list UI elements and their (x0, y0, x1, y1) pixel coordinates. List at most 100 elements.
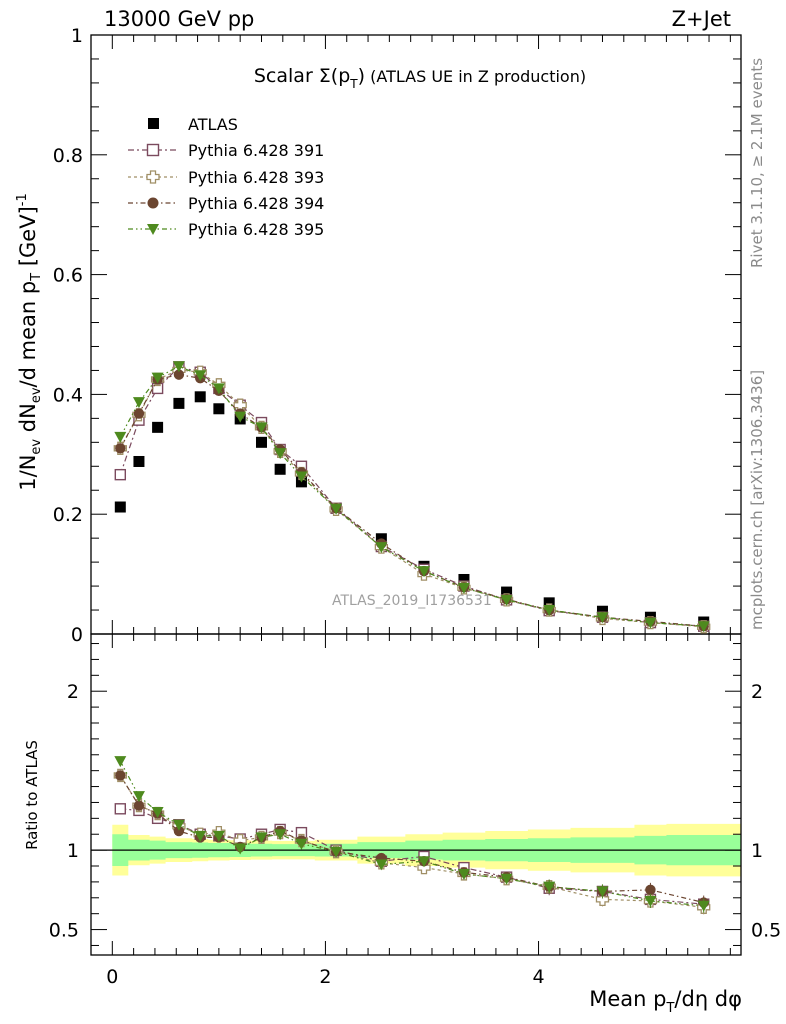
y-tick-label-right: 0.5 (751, 920, 781, 942)
analysis-watermark: ATLAS_2019_I1736531 (332, 593, 492, 609)
main-point (194, 370, 207, 382)
ratio-point (194, 830, 207, 842)
y-tick-label: 1 (71, 25, 83, 47)
y-tick-label: 2 (67, 681, 79, 703)
main-point (330, 503, 343, 515)
main-point (114, 501, 126, 513)
main-point (173, 369, 185, 380)
ratio-point (457, 868, 470, 880)
main-point (115, 443, 126, 454)
ratio-point (330, 846, 343, 858)
legend-entry-394: Pythia 6.428 394 (128, 194, 324, 213)
main-point (173, 397, 185, 409)
main-series-line (119, 365, 704, 627)
main-point (194, 391, 206, 403)
ratio-point (644, 895, 657, 907)
ratio-point (417, 856, 430, 868)
y-tick-label: 0.8 (53, 145, 83, 167)
legend-label-394: Pythia 6.428 394 (188, 194, 324, 213)
main-point (543, 597, 555, 609)
main-point (458, 573, 470, 585)
main-series-line (119, 374, 704, 627)
ratio-point (697, 900, 710, 912)
main-point (133, 455, 145, 467)
main-point (234, 411, 247, 423)
main-point (375, 542, 388, 554)
legend-label-atlas: ATLAS (188, 115, 238, 134)
main-point (274, 463, 286, 475)
main-point (114, 468, 127, 481)
main-point (596, 605, 608, 617)
y-tick-label: 0.6 (53, 265, 83, 287)
legend-marker-394 (147, 197, 159, 209)
legend-entry-atlas: ATLAS (148, 115, 238, 134)
legend-entry-393: Pythia 6.428 393 (128, 168, 324, 187)
main-point (457, 582, 470, 594)
ratio-point (375, 859, 388, 871)
main-point (132, 397, 145, 409)
main-point (501, 586, 513, 598)
x-tick-label: 0 (106, 966, 118, 988)
y-tick-label: 0.4 (53, 384, 83, 406)
header-right: Z+Jet (672, 7, 731, 31)
main-point (213, 403, 225, 415)
rivet-label: Rivet 3.1.10, ≥ 2.1M events (748, 58, 766, 268)
ratio-point (255, 832, 268, 844)
ratio-point (274, 829, 287, 841)
ratio-series-3 (114, 756, 710, 913)
main-point (596, 612, 609, 624)
main-point (644, 617, 657, 629)
ratio-point (132, 791, 145, 803)
data-series (113, 361, 711, 915)
main-point (114, 431, 127, 443)
ratio-point (295, 838, 308, 850)
ratio-point (645, 884, 656, 896)
legend-marker-395 (147, 224, 159, 235)
y-tick-label: 1 (67, 840, 79, 862)
y-tick-label: 0 (71, 624, 83, 646)
main-point (152, 421, 164, 433)
ratio-point (596, 886, 609, 898)
main-point (500, 594, 513, 606)
legend-marker-atlas (148, 118, 159, 129)
y-tick-label-right: 2 (751, 681, 763, 703)
main-point (133, 408, 145, 419)
main-point (255, 436, 267, 448)
main-series-line (119, 369, 704, 628)
ratio-point (543, 881, 556, 893)
main-point (255, 422, 268, 434)
legend-marker-391 (146, 143, 160, 157)
ratio-point (595, 892, 610, 907)
main-point (543, 605, 556, 617)
ratio-point (172, 819, 185, 831)
ratio-point (234, 843, 247, 855)
axes: 0 2 4 0 0.2 0.4 0.6 0.8 1 0.5 0.5 1 1 2 2 (49, 25, 781, 988)
ratio-point (212, 830, 225, 842)
ratio-point (173, 825, 185, 837)
main-point (295, 471, 308, 483)
legend-entry-391: Pythia 6.428 391 (128, 141, 324, 160)
main-series-line (119, 366, 704, 627)
legend-label-393: Pythia 6.428 393 (188, 168, 324, 187)
main-y-axis-label: 1/Nev dNev/d mean pT [GeV]-1 (15, 193, 44, 490)
main-point (151, 372, 164, 384)
legend-label-391: Pythia 6.428 391 (188, 141, 324, 160)
legend-marker-393 (146, 170, 160, 184)
ratio-point (114, 803, 127, 815)
ratio-point (115, 770, 126, 781)
legend: ATLAS Pythia 6.428 391 Pythia 6.428 393 … (128, 115, 324, 239)
main-title: Scalar Σ(pT) (ATLAS UE in Z production) (254, 65, 586, 91)
y-tick-label: 0.2 (53, 504, 83, 526)
main-point (697, 621, 710, 633)
ratio-y-axis-label: Ratio to ATLAS (23, 740, 41, 850)
ratio-point (114, 756, 127, 768)
header-left: 13000 GeV pp (104, 7, 254, 31)
y-tick-label-right: 1 (751, 840, 763, 862)
ratio-bands (91, 823, 742, 877)
x-tick-label: 2 (319, 966, 331, 988)
main-point (274, 448, 287, 460)
ratio-frame (90, 633, 742, 956)
legend-label-395: Pythia 6.428 395 (188, 220, 324, 239)
ratio-point (500, 873, 513, 885)
